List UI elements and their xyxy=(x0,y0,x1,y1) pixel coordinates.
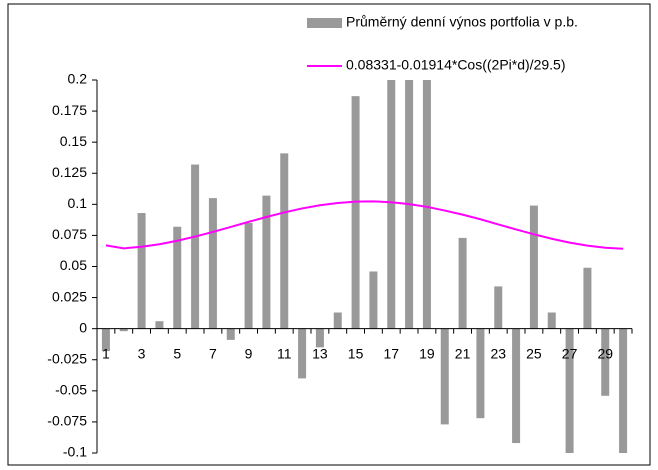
bar xyxy=(262,195,271,329)
x-tick-label: 21 xyxy=(455,345,471,361)
y-tick-label: 0.15 xyxy=(60,133,87,149)
legend-label: Průměrný denní výnos portfolia v p.b. xyxy=(346,14,578,30)
x-tick-label: 27 xyxy=(562,345,578,361)
bar xyxy=(458,237,467,329)
bar xyxy=(208,198,217,329)
x-tick-label: 29 xyxy=(597,345,613,361)
bar xyxy=(137,213,146,329)
bar xyxy=(119,328,128,332)
bar xyxy=(440,328,449,425)
x-tick-label: 7 xyxy=(209,345,217,361)
y-tick-label: -0.1 xyxy=(63,444,87,460)
y-tick-label: 0.2 xyxy=(68,71,88,87)
x-tick-label: 5 xyxy=(173,345,181,361)
x-tick-label: 13 xyxy=(312,345,328,361)
legend-swatch xyxy=(307,18,342,28)
bar xyxy=(191,164,200,329)
bar xyxy=(155,321,164,329)
trend-line xyxy=(105,200,624,250)
bar xyxy=(244,222,253,329)
x-tick-label: 11 xyxy=(277,345,292,361)
bar xyxy=(369,271,378,329)
x-tick-label: 25 xyxy=(526,345,542,361)
bar xyxy=(333,312,342,329)
x-tick-label: 23 xyxy=(490,345,506,361)
y-tick-label: -0.025 xyxy=(47,350,87,366)
y-tick-label: 0.1 xyxy=(68,195,88,211)
bar xyxy=(547,312,556,329)
y-tick-label: -0.075 xyxy=(47,413,87,429)
bar xyxy=(512,328,521,444)
bar xyxy=(315,328,324,348)
bar xyxy=(619,328,628,453)
y-tick-label: 0.025 xyxy=(52,288,87,304)
x-tick-label: 15 xyxy=(348,345,364,361)
chart-border xyxy=(7,3,651,466)
y-tick-label: 0.175 xyxy=(52,102,87,118)
bar xyxy=(583,267,592,329)
bar xyxy=(494,286,503,329)
bar xyxy=(565,328,574,453)
legend-label: 0.08331-0.01914*Cos((2Pi*d)/29.5) xyxy=(346,57,565,73)
bar xyxy=(280,153,289,329)
bar xyxy=(601,328,610,396)
bar xyxy=(101,328,110,352)
bar xyxy=(298,328,307,379)
y-tick-label: 0.125 xyxy=(52,164,87,180)
y-tick-label: -0.05 xyxy=(55,382,87,398)
y-tick-label: 0.05 xyxy=(60,257,87,273)
x-tick-label: 19 xyxy=(419,345,435,361)
y-tick-label: 0.075 xyxy=(52,226,87,242)
bar xyxy=(226,328,235,340)
x-tick-label: 17 xyxy=(383,345,399,361)
bar xyxy=(476,328,485,419)
bar xyxy=(351,96,360,329)
bar xyxy=(529,205,538,329)
bar xyxy=(173,226,182,329)
bar xyxy=(387,80,396,329)
x-tick-label: 3 xyxy=(138,345,146,361)
x-tick-label: 1 xyxy=(102,345,110,361)
bar xyxy=(422,80,431,329)
y-tick-label: 0 xyxy=(79,319,87,335)
x-tick-label: 9 xyxy=(245,345,253,361)
